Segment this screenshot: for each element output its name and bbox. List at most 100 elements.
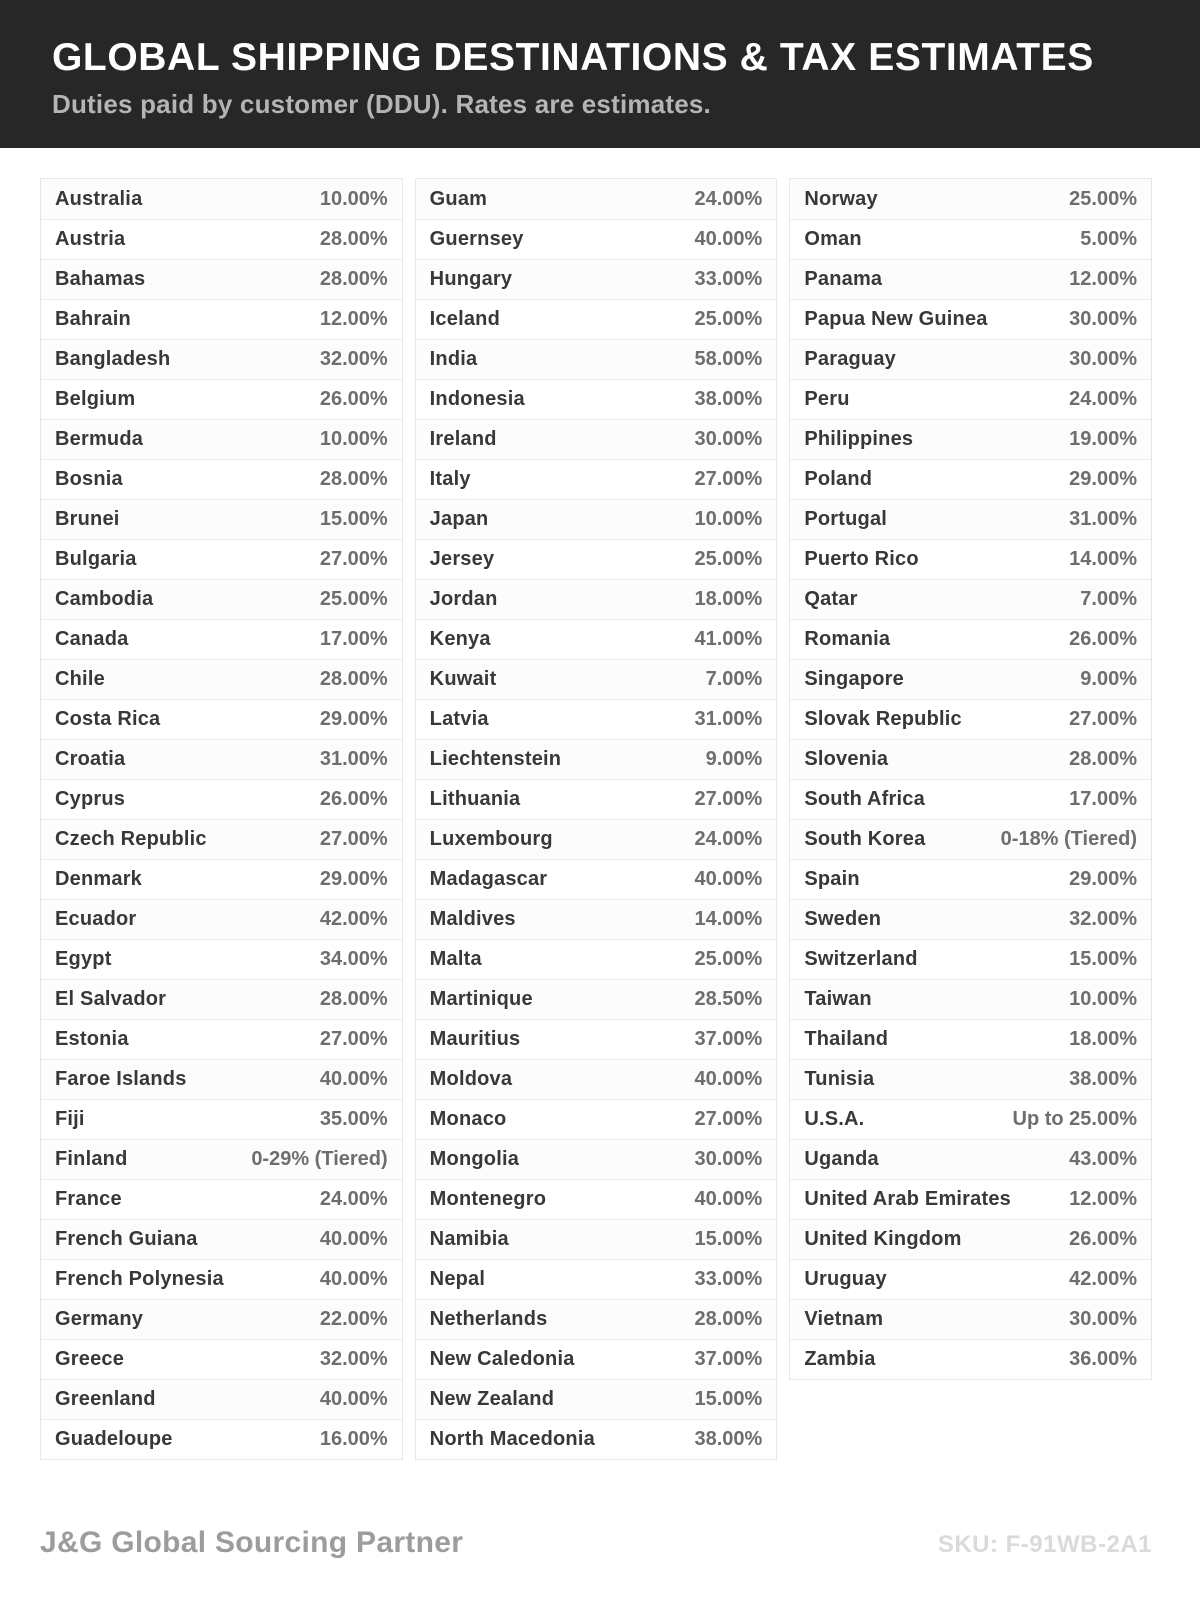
country-name: Bosnia <box>55 468 123 490</box>
country-name: Ireland <box>429 428 497 450</box>
country-name: Maldives <box>429 908 516 930</box>
table-row: France 24.00% <box>41 1179 402 1219</box>
tax-rate: 27.00% <box>694 468 763 490</box>
table-row: Zambia 36.00% <box>790 1339 1152 1379</box>
country-name: Hungary <box>429 268 513 290</box>
page-title: GLOBAL SHIPPING DESTINATIONS & TAX ESTIM… <box>52 36 1094 79</box>
country-name: Bahamas <box>55 268 146 290</box>
country-name: Chile <box>55 668 105 690</box>
tax-rate: 9.00% <box>1080 668 1138 690</box>
table-row: Guernsey 40.00% <box>415 219 777 259</box>
country-name: Guernsey <box>429 228 524 250</box>
country-name: Qatar <box>804 588 858 610</box>
table-row: Nepal 33.00% <box>415 1259 777 1299</box>
country-name: Uruguay <box>804 1268 887 1290</box>
country-name: Greenland <box>55 1388 156 1410</box>
table-row: Liechtenstein 9.00% <box>415 739 777 779</box>
table-row: Guadeloupe 16.00% <box>41 1419 402 1459</box>
sku-label: SKU: F-91WB-2A1 <box>937 1531 1152 1558</box>
table-row: Moldova 40.00% <box>415 1059 777 1099</box>
country-name: Monaco <box>429 1108 507 1130</box>
table-row: Malta 25.00% <box>415 939 777 979</box>
table-row: Poland 29.00% <box>790 459 1152 499</box>
table-row: Bahamas 28.00% <box>41 259 402 299</box>
country-name: Croatia <box>55 748 126 770</box>
table-row: Egypt 34.00% <box>41 939 402 979</box>
tax-rate: 28.00% <box>1069 748 1138 770</box>
country-name: South Korea <box>804 828 926 850</box>
tax-rate: 33.00% <box>694 1268 763 1290</box>
country-name: Norway <box>804 187 878 210</box>
country-name: France <box>55 1188 122 1210</box>
table-row: Uganda 43.00% <box>790 1139 1152 1179</box>
tax-rate: 25.00% <box>1069 187 1138 210</box>
table-row: Slovak Republic 27.00% <box>790 699 1152 739</box>
country-name: United Arab Emirates <box>804 1188 1011 1210</box>
country-name: Namibia <box>429 1228 509 1250</box>
tax-rate: 28.00% <box>319 468 388 490</box>
table-row: Faroe Islands 40.00% <box>41 1059 402 1099</box>
country-name: Puerto Rico <box>804 548 919 570</box>
tax-rate: 29.00% <box>319 868 388 890</box>
table-row: Uruguay 42.00% <box>790 1259 1152 1299</box>
table-row: Montenegro 40.00% <box>415 1179 777 1219</box>
tax-rate: 24.00% <box>694 828 763 850</box>
table-row: Japan 10.00% <box>415 499 777 539</box>
brand-name: J&G Global Sourcing Partner <box>40 1526 464 1559</box>
tax-rate: 28.00% <box>319 988 388 1010</box>
country-name: Romania <box>804 628 891 650</box>
tax-rate: 10.00% <box>319 187 388 210</box>
tax-rate: 9.00% <box>705 748 763 770</box>
country-name: Finland <box>55 1148 128 1170</box>
tax-rate: 25.00% <box>694 308 763 330</box>
tax-rate: 12.00% <box>319 308 388 330</box>
table-row: Paraguay 30.00% <box>790 339 1152 379</box>
table-row: Jordan 18.00% <box>415 579 777 619</box>
country-name: Uganda <box>804 1148 879 1170</box>
country-name: Bermuda <box>55 428 144 450</box>
table-row: Cambodia 25.00% <box>41 579 402 619</box>
country-name: United Kingdom <box>804 1228 962 1250</box>
rates-table: Australia 10.00% Austria 28.00% Bahamas 28.00… <box>40 178 1153 1460</box>
country-name: Iceland <box>429 308 500 330</box>
country-name: Germany <box>55 1308 144 1330</box>
country-name: Mongolia <box>429 1148 520 1170</box>
tax-rate: 15.00% <box>694 1228 763 1250</box>
table-row: Netherlands 28.00% <box>415 1299 777 1339</box>
table-row: Madagascar 40.00% <box>415 859 777 899</box>
country-name: New Zealand <box>429 1388 555 1410</box>
table-row: Mauritius 37.00% <box>415 1019 777 1059</box>
table-row: United Kingdom 26.00% <box>790 1219 1152 1259</box>
tax-rate: 30.00% <box>1069 1308 1138 1330</box>
country-name: Bangladesh <box>55 348 171 370</box>
table-row: Bermuda 10.00% <box>41 419 402 459</box>
tax-rate: 17.00% <box>1069 788 1138 810</box>
country-name: Switzerland <box>804 948 918 970</box>
tax-rate: 7.00% <box>1080 588 1138 610</box>
tax-rate: 32.00% <box>319 348 388 370</box>
table-row: Indonesia 38.00% <box>415 379 777 419</box>
table-row: New Zealand 15.00% <box>415 1379 777 1419</box>
country-name: Tunisia <box>804 1068 875 1090</box>
country-name: Nepal <box>429 1268 486 1290</box>
tax-rate: 27.00% <box>694 1108 763 1130</box>
country-name: Jordan <box>429 588 498 610</box>
country-name: Oman <box>804 228 862 250</box>
country-name: Costa Rica <box>55 708 161 730</box>
country-name: Poland <box>804 468 873 490</box>
country-name: Malta <box>429 948 482 970</box>
country-name: Papua New Guinea <box>804 308 988 330</box>
table-row: Taiwan 10.00% <box>790 979 1152 1019</box>
table-row: Denmark 29.00% <box>41 859 402 899</box>
tax-rate: 31.00% <box>1069 508 1138 530</box>
tax-rate: 27.00% <box>1069 708 1138 730</box>
tax-rate: 24.00% <box>694 187 763 210</box>
table-row: Latvia 31.00% <box>415 699 777 739</box>
tax-rate: 24.00% <box>319 1188 388 1210</box>
tax-rate: 37.00% <box>694 1028 763 1050</box>
country-name: Portugal <box>804 508 888 530</box>
table-row: Austria 28.00% <box>41 219 402 259</box>
tax-rate: 40.00% <box>694 1068 763 1090</box>
table-row: Costa Rica 29.00% <box>41 699 402 739</box>
table-row: Qatar 7.00% <box>790 579 1152 619</box>
